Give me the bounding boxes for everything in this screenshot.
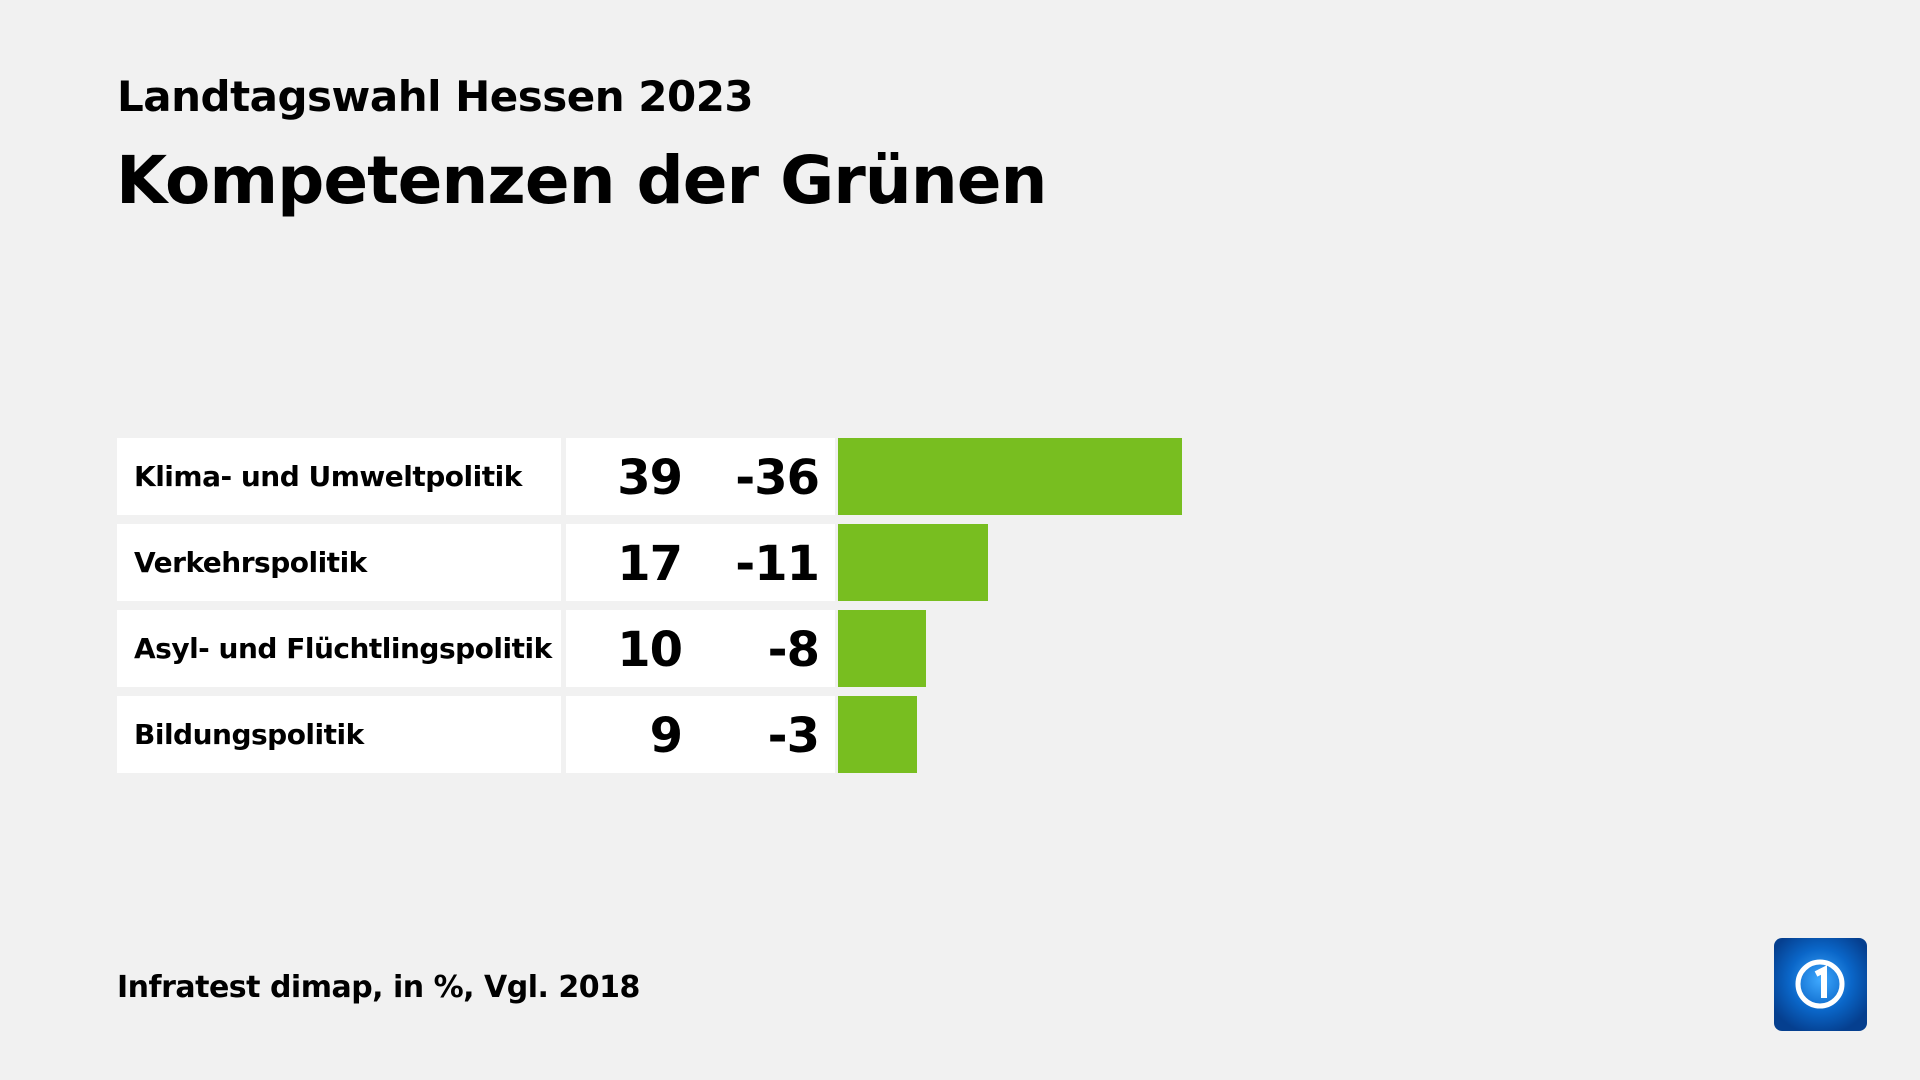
source-note: Infratest dimap, in %, Vgl. 2018 [117, 970, 640, 1005]
bar [838, 438, 1182, 515]
category-cell: Asyl- und Flüchtlingspolitik [117, 610, 561, 687]
value-label: 10 [617, 622, 683, 678]
value-label: 9 [649, 708, 683, 764]
change-label: -8 [767, 622, 820, 678]
chart-title: Kompetenzen der Grünen [116, 142, 1048, 219]
value-cell: 9 -3 [566, 696, 835, 773]
bar-row: Klima- und Umweltpolitik 39 -36 [117, 438, 1617, 515]
value-cell: 17 -11 [566, 524, 835, 601]
category-label: Verkehrspolitik [134, 546, 367, 579]
category-cell: Bildungspolitik [117, 696, 561, 773]
category-cell: Verkehrspolitik [117, 524, 561, 601]
value-label: 39 [617, 450, 683, 506]
change-label: -36 [735, 450, 820, 506]
bar [838, 524, 988, 601]
category-label: Asyl- und Flüchtlingspolitik [134, 632, 552, 665]
change-label: -11 [735, 536, 820, 592]
category-label: Klima- und Umweltpolitik [134, 460, 522, 493]
category-label: Bildungspolitik [134, 718, 364, 751]
bar-row: Bildungspolitik 9 -3 [117, 696, 1617, 773]
bar-row: Asyl- und Flüchtlingspolitik 10 -8 [117, 610, 1617, 687]
chart-subtitle: Landtagswahl Hessen 2023 [117, 72, 754, 121]
value-cell: 10 -8 [566, 610, 835, 687]
value-label: 17 [617, 536, 683, 592]
bar [838, 696, 918, 773]
category-cell: Klima- und Umweltpolitik [117, 438, 561, 515]
value-cell: 39 -36 [566, 438, 835, 515]
change-label: -3 [767, 708, 820, 764]
ard-logo-icon [1774, 938, 1867, 1031]
bar-row: Verkehrspolitik 17 -11 [117, 524, 1617, 601]
bar [838, 610, 927, 687]
